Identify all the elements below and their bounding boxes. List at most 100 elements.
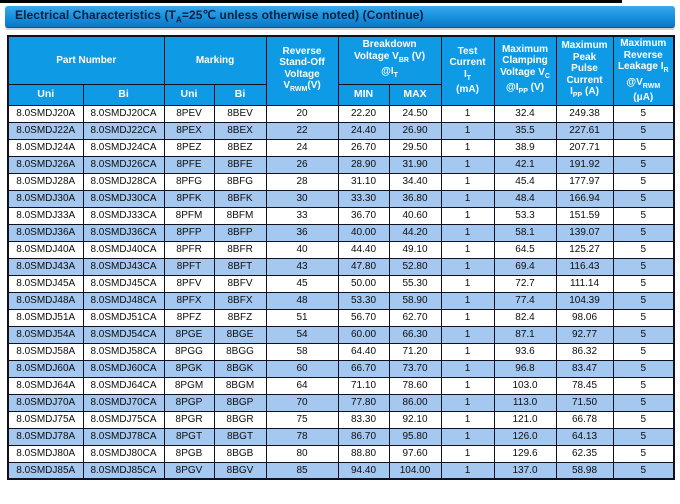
cell-vbr-max: 86.00 <box>388 393 442 412</box>
table-row: 8.0SMDJ30A 8.0SMDJ30CA 8PFK 8BFK 30 33.30 36.8… <box>7 189 675 208</box>
cell-vbr-max: 44.20 <box>388 223 442 242</box>
cell-vrwm: 60 <box>265 359 339 378</box>
cell-vbr-min: 71.10 <box>337 376 390 395</box>
cell-vrwm: 75 <box>265 410 339 429</box>
cell-marking-uni: 8PFP <box>163 223 215 242</box>
cell-part-uni: 8.0SMDJ43A <box>7 257 84 276</box>
cell-part-uni: 8.0SMDJ85A <box>7 461 84 480</box>
cell-clamping-voltage: 48.4 <box>493 189 557 208</box>
cell-peak-pulse-current: 66.78 <box>555 410 614 429</box>
cell-marking-uni: 8PFX <box>163 291 215 310</box>
cell-marking-bi: 8BFZ <box>213 308 267 327</box>
cell-clamping-voltage: 77.4 <box>493 291 557 310</box>
cell-clamping-voltage: 69.4 <box>493 257 557 276</box>
cell-reverse-leakage: 5 <box>612 172 675 191</box>
cell-peak-pulse-current: 58.98 <box>555 461 614 480</box>
cell-test-current: 1 <box>440 308 495 327</box>
cell-vbr-min: 60.00 <box>337 325 390 344</box>
header-marking-uni: Uni <box>163 83 215 106</box>
cell-peak-pulse-current: 62.35 <box>555 444 614 463</box>
cell-part-uni: 8.0SMDJ64A <box>7 376 84 395</box>
cell-part-uni: 8.0SMDJ75A <box>7 410 84 429</box>
cell-vbr-min: 44.40 <box>337 240 390 259</box>
cell-vrwm: 43 <box>265 257 339 276</box>
cell-vbr-min: 31.10 <box>337 172 390 191</box>
cell-vbr-max: 58.90 <box>388 291 442 310</box>
cell-part-bi: 8.0SMDJ80CA <box>82 444 165 463</box>
cell-test-current: 1 <box>440 444 495 463</box>
cell-test-current: 1 <box>440 427 495 446</box>
cell-vrwm: 48 <box>265 291 339 310</box>
cell-marking-bi: 8BGB <box>213 444 267 463</box>
cell-reverse-leakage: 5 <box>612 427 675 446</box>
cell-part-bi: 8.0SMDJ22CA <box>82 121 165 140</box>
cell-peak-pulse-current: 166.94 <box>555 189 614 208</box>
cell-vbr-min: 40.00 <box>337 223 390 242</box>
cell-reverse-leakage: 5 <box>612 325 675 344</box>
cell-vbr-max: 62.70 <box>388 308 442 327</box>
table-row: 8.0SMDJ43A 8.0SMDJ43CA 8PFT 8BFT 43 47.80 52.8… <box>7 257 675 276</box>
cell-vbr-min: 26.70 <box>337 138 390 157</box>
cell-reverse-leakage: 5 <box>612 291 675 310</box>
table-row: 8.0SMDJ40A 8.0SMDJ40CA 8PFR 8BFR 40 44.40 49.1… <box>7 240 675 259</box>
cell-vbr-min: 66.70 <box>337 359 390 378</box>
cell-marking-bi: 8BFT <box>213 257 267 276</box>
cell-reverse-leakage: 5 <box>612 223 675 242</box>
cell-peak-pulse-current: 177.97 <box>555 172 614 191</box>
section-title: Electrical Characteristics (TA=25℃ unles… <box>15 8 424 25</box>
cell-part-bi: 8.0SMDJ60CA <box>82 359 165 378</box>
cell-peak-pulse-current: 207.71 <box>555 138 614 157</box>
cell-part-bi: 8.0SMDJ58CA <box>82 342 165 361</box>
header-reverse-leakage: Maximum Reverse Leakage IR @VRWM (μA) <box>612 35 675 106</box>
cell-test-current: 1 <box>440 104 495 123</box>
cell-vbr-max: 97.60 <box>388 444 442 463</box>
cell-reverse-leakage: 5 <box>612 461 675 480</box>
cell-clamping-voltage: 113.0 <box>493 393 557 412</box>
cell-test-current: 1 <box>440 138 495 157</box>
cell-vrwm: 28 <box>265 172 339 191</box>
header-peak-pulse-current: Maximum Peak Pulse Current IPP (A) <box>555 35 614 106</box>
table-row: 8.0SMDJ33A 8.0SMDJ33CA 8PFM 8BFM 33 36.70 40.6… <box>7 206 675 225</box>
cell-marking-uni: 8PFV <box>163 274 215 293</box>
cell-marking-bi: 8BEV <box>213 104 267 123</box>
header-group-row: Part Number Marking Reverse Stand-Off Volt… <box>7 35 675 106</box>
cell-vrwm: 36 <box>265 223 339 242</box>
cell-vrwm: 85 <box>265 461 339 480</box>
cell-vrwm: 80 <box>265 444 339 463</box>
cell-part-bi: 8.0SMDJ24CA <box>82 138 165 157</box>
cell-vbr-max: 104.00 <box>388 461 442 480</box>
table-row: 8.0SMDJ51A 8.0SMDJ51CA 8PFZ 8BFZ 51 56.70 62.7… <box>7 308 675 327</box>
table-row: 8.0SMDJ48A 8.0SMDJ48CA 8PFX 8BFX 48 53.30 58.9… <box>7 291 675 310</box>
section-title-bar: Electrical Characteristics (TA=25℃ unles… <box>5 6 675 28</box>
cell-test-current: 1 <box>440 342 495 361</box>
cell-vbr-max: 34.40 <box>388 172 442 191</box>
cell-test-current: 1 <box>440 172 495 191</box>
cell-peak-pulse-current: 86.32 <box>555 342 614 361</box>
cell-marking-bi: 8BGR <box>213 410 267 429</box>
cell-clamping-voltage: 35.5 <box>493 121 557 140</box>
cell-part-uni: 8.0SMDJ33A <box>7 206 84 225</box>
cell-part-uni: 8.0SMDJ26A <box>7 155 84 174</box>
cell-vrwm: 30 <box>265 189 339 208</box>
cell-vbr-max: 31.90 <box>388 155 442 174</box>
table-row: 8.0SMDJ70A 8.0SMDJ70CA 8PGP 8BGP 70 77.80 86.0… <box>7 393 675 412</box>
header-test-current: Test Current IT (mA) <box>440 35 495 106</box>
cell-part-uni: 8.0SMDJ80A <box>7 444 84 463</box>
cell-test-current: 1 <box>440 274 495 293</box>
cell-clamping-voltage: 82.4 <box>493 308 557 327</box>
cell-peak-pulse-current: 125.27 <box>555 240 614 259</box>
cell-clamping-voltage: 121.0 <box>493 410 557 429</box>
table-row: 8.0SMDJ60A 8.0SMDJ60CA 8PGK 8BGK 60 66.70 73.7… <box>7 359 675 378</box>
cell-marking-bi: 8BFX <box>213 291 267 310</box>
cell-reverse-leakage: 5 <box>612 444 675 463</box>
cell-peak-pulse-current: 64.13 <box>555 427 614 446</box>
cell-test-current: 1 <box>440 461 495 480</box>
cell-part-uni: 8.0SMDJ20A <box>7 104 84 123</box>
cell-peak-pulse-current: 191.92 <box>555 155 614 174</box>
cell-peak-pulse-current: 71.50 <box>555 393 614 412</box>
cell-reverse-leakage: 5 <box>612 121 675 140</box>
cell-test-current: 1 <box>440 240 495 259</box>
cell-clamping-voltage: 32.4 <box>493 104 557 123</box>
cell-part-uni: 8.0SMDJ30A <box>7 189 84 208</box>
table-row: 8.0SMDJ80A 8.0SMDJ80CA 8PGB 8BGB 80 88.80 97.6… <box>7 444 675 463</box>
